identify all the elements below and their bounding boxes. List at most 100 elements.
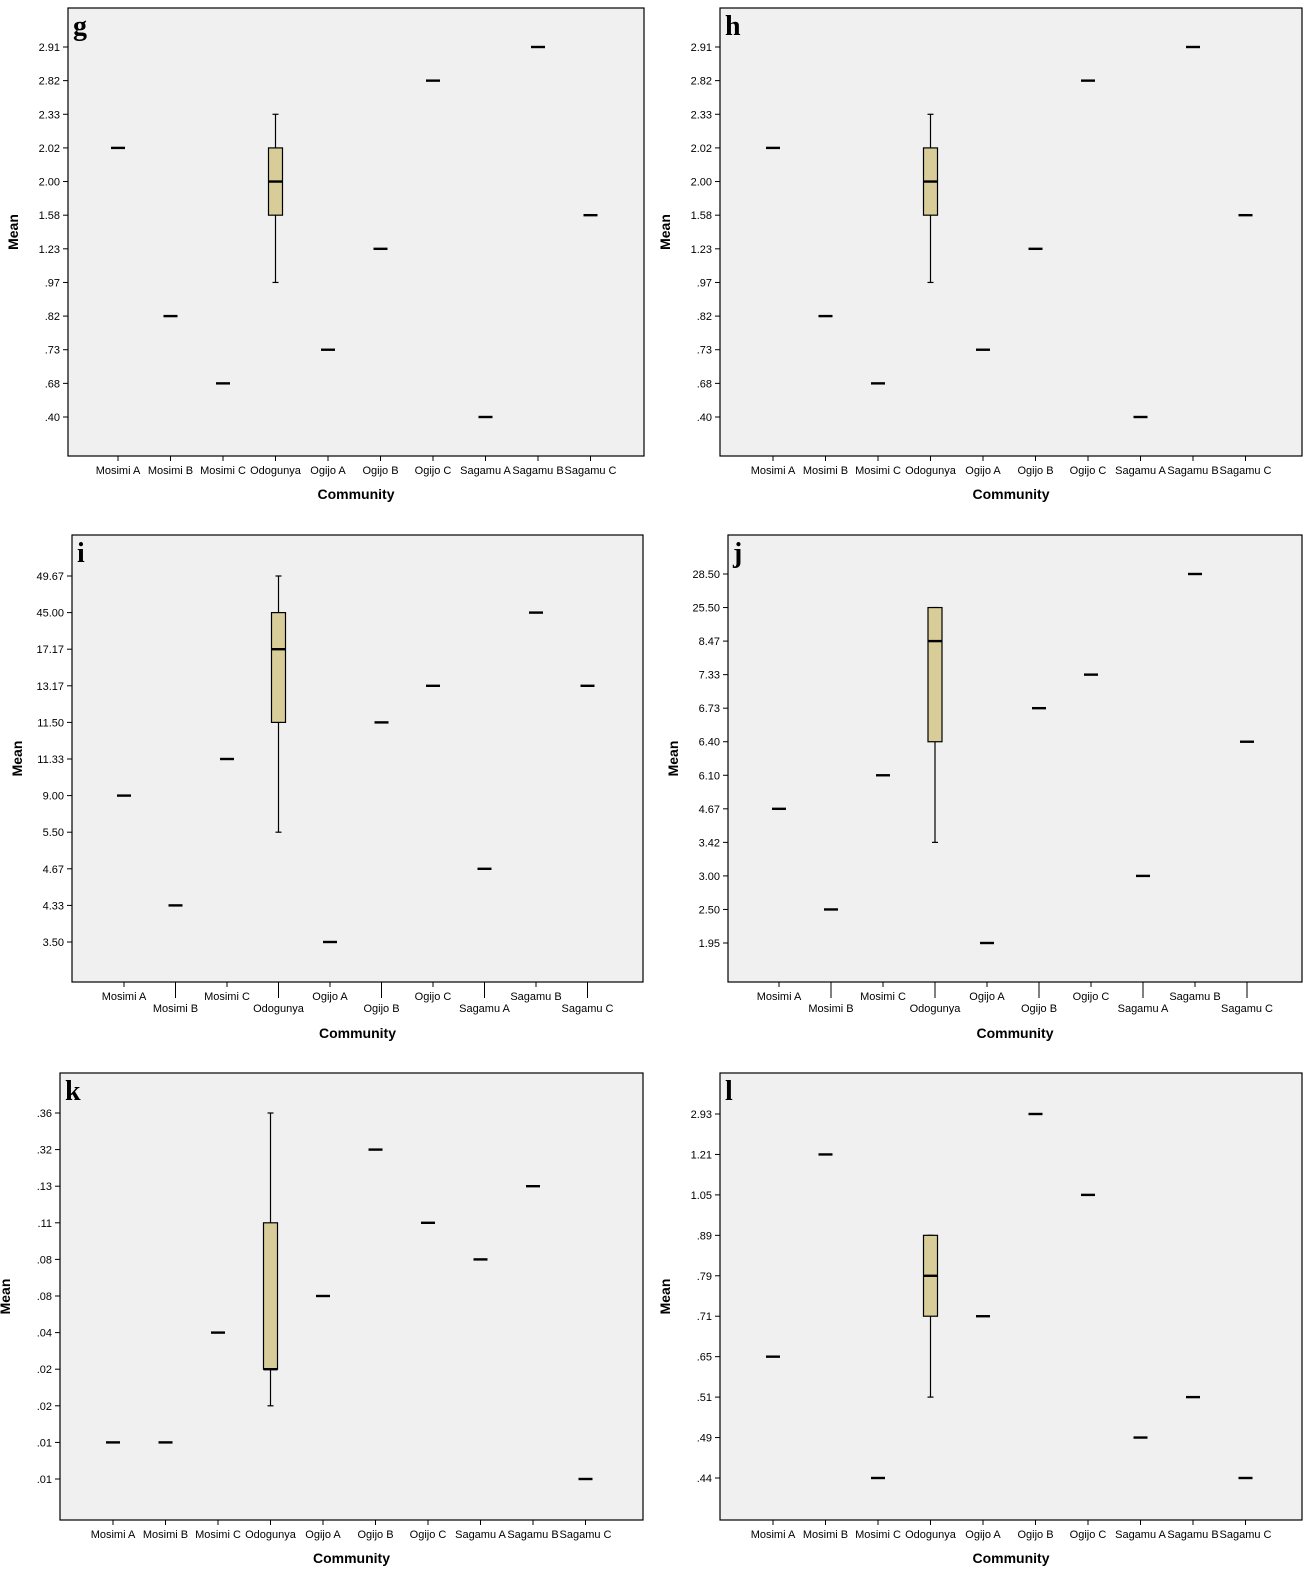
x-tick-label: Odogunya [910,1003,962,1015]
x-tick-label: Mosimi A [751,1529,796,1541]
x-axis-title: Community [318,486,395,502]
x-tick-label: Ogijo C [1070,1529,1107,1541]
x-tick-label: Sagamu C [1220,465,1272,477]
plot-area [59,1072,644,1521]
box-iqr [262,1222,279,1370]
box-iqr [270,611,287,723]
x-tick-label: Mosimi B [803,1529,848,1541]
y-tick-label: 3.42 [699,837,720,849]
x-tick-label: Sagamu B [507,1529,558,1541]
x-tick-label: Ogijo A [969,991,1005,1003]
y-tick-label: 2.02 [39,143,60,155]
x-axis-title: Community [313,1550,390,1566]
panel-letter: g [73,11,87,42]
x-tick-label: Ogijo C [1070,465,1107,477]
x-tick-label: Mosimi C [200,465,246,477]
y-axis-title: Mean [665,741,681,777]
x-tick-label: Sagamu A [1115,1529,1166,1541]
x-tick-label: Ogijo C [415,991,452,1003]
y-tick-label: 8.47 [699,636,720,648]
y-tick-label: 4.67 [699,804,720,816]
y-tick-label: 6.40 [699,737,720,749]
x-tick-label: Mosimi B [143,1529,188,1541]
x-tick-label: Mosimi A [757,991,802,1003]
x-tick-label: Odogunya [905,1529,957,1541]
x-tick-label: Mosimi C [855,1529,901,1541]
y-tick-label: 2.50 [699,904,720,916]
x-tick-label: Sagamu A [1115,465,1166,477]
y-tick-label: 1.23 [691,244,712,256]
plot-area [71,534,644,983]
y-axis-title: Mean [5,214,21,250]
y-tick-label: 4.67 [43,864,64,876]
x-tick-label: Ogijo A [965,465,1001,477]
y-tick-label: 2.00 [691,177,712,189]
chart-panel-l: l .44 .49 .51 .65 .71 .79 .89 1.05 1.21 2.93 Mosimi… [657,1072,1303,1566]
x-axis-title: Community [973,1550,1050,1566]
y-tick-label: 17.17 [36,644,64,656]
y-tick-label: .08 [37,1254,52,1266]
y-tick-label: .11 [38,1218,52,1230]
x-tick-label: Sagamu C [560,1529,612,1541]
y-tick-label: 49.67 [36,571,64,583]
x-tick-label: Mosimi B [153,1003,198,1015]
x-tick-label: Mosimi A [102,991,147,1003]
x-tick-label: Sagamu B [510,991,561,1003]
panel-letter: l [725,1076,733,1107]
y-tick-label: 1.95 [699,938,720,950]
y-tick-label: 2.91 [39,42,60,54]
x-tick-label: Ogijo C [1073,991,1110,1003]
panel-letter: j [732,538,742,569]
panel-letter: h [725,11,741,42]
y-axis-title: Mean [657,214,673,250]
y-tick-label: 3.00 [699,871,720,883]
x-tick-label: Odogunya [905,465,957,477]
y-tick-label: 2.82 [691,76,712,88]
y-tick-label: 2.33 [691,109,712,121]
box-iqr [927,606,943,743]
y-tick-label: .08 [37,1291,52,1303]
y-tick-label: .49 [697,1433,712,1445]
x-tick-label: Mosimi A [96,465,141,477]
x-tick-label: Sagamu C [1221,1003,1273,1015]
y-tick-label: 11.33 [37,754,64,766]
chart-panel-h: h .40 .68 .73 .82 .97 1.23 1.58 2.00 2.02 2.33 2.82… [657,7,1303,502]
x-tick-label: Ogijo B [1021,1003,1057,1015]
y-tick-label: 2.93 [691,1109,712,1121]
x-tick-label: Odogunya [253,1003,305,1015]
y-tick-label: 1.58 [39,210,60,222]
chart-panel-j: j 1.95 2.50 3.00 3.42 4.67 6.10 6.40 6.73 7.33 8.4… [665,534,1303,1041]
y-axis-title: Mean [9,741,25,777]
plot-area [719,1072,1303,1521]
panel-letter: i [77,538,85,569]
y-tick-label: .65 [697,1352,712,1364]
y-tick-label: 9.00 [43,791,64,803]
y-tick-label: .82 [697,311,712,323]
x-tick-label: Sagamu B [512,465,563,477]
x-tick-label: Ogijo B [362,465,398,477]
x-tick-label: Sagamu B [1169,991,1220,1003]
x-tick-label: Odogunya [245,1529,297,1541]
y-tick-label: .73 [45,345,60,357]
y-tick-label: .97 [697,277,712,289]
y-tick-label: .01 [37,1437,52,1449]
y-tick-label: 2.33 [39,109,60,121]
y-tick-label: .40 [45,412,60,424]
y-tick-label: .02 [37,1401,52,1413]
x-tick-label: Mosimi B [148,465,193,477]
x-axis-title: Community [977,1025,1054,1041]
y-tick-label: .71 [697,1311,712,1323]
x-tick-label: Mosimi B [803,465,848,477]
y-tick-label: .32 [37,1145,52,1157]
x-tick-label: Sagamu A [459,1003,510,1015]
x-tick-label: Ogijo B [357,1529,393,1541]
x-tick-label: Mosimi A [91,1529,136,1541]
x-axis-title: Community [319,1025,396,1041]
y-tick-label: 2.02 [691,143,712,155]
plot-area [67,7,645,457]
x-tick-label: Ogijo B [1017,1529,1053,1541]
y-tick-label: .97 [45,277,60,289]
x-tick-label: Sagamu B [1167,465,1218,477]
x-tick-label: Ogijo C [410,1529,447,1541]
